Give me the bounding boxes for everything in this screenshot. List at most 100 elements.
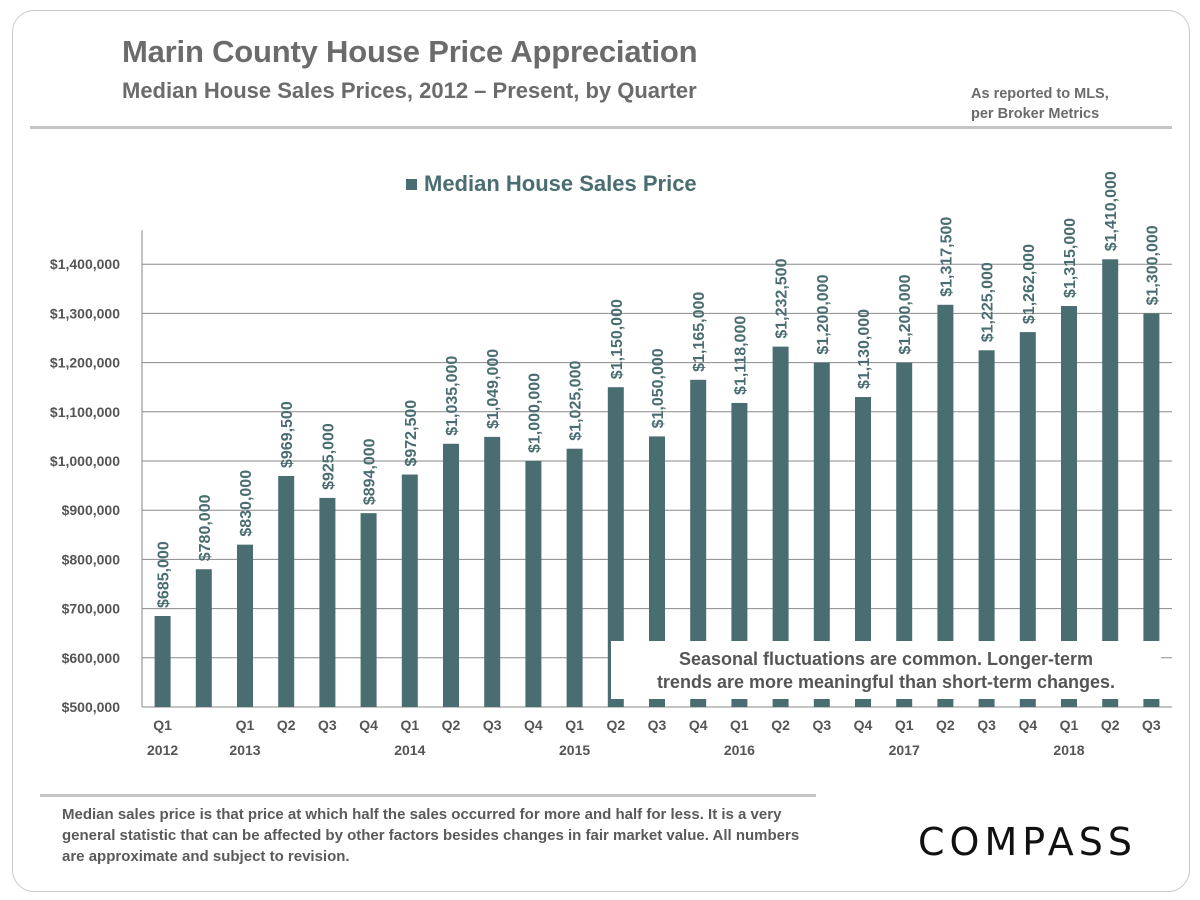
data-label: $1,315,000 — [1062, 218, 1079, 298]
bar — [731, 402, 748, 707]
data-label: $894,000 — [362, 438, 379, 505]
bar — [278, 476, 295, 707]
bar — [607, 387, 624, 707]
y-tick-label: $800,000 — [62, 551, 121, 567]
data-label: $1,317,500 — [938, 217, 955, 297]
y-tick-label: $900,000 — [62, 502, 121, 518]
bar — [1019, 332, 1036, 707]
data-label: $1,410,000 — [1103, 171, 1120, 251]
legend-swatch — [406, 178, 417, 190]
x-tick-label: Q3 — [1142, 717, 1161, 733]
legend-label: Median House Sales Price — [424, 171, 697, 196]
y-tick-label: $1,000,000 — [50, 453, 120, 469]
x-tick-label: Q4 — [524, 717, 543, 733]
x-tick-label: Q2 — [936, 717, 955, 733]
x-tick-label: Q2 — [771, 717, 790, 733]
data-label: $1,262,000 — [1021, 244, 1038, 324]
data-label: $1,025,000 — [568, 361, 585, 441]
x-year-label: 2012 — [147, 742, 178, 758]
annotation-line-1: Seasonal fluctuations are common. Longer… — [678, 649, 1094, 669]
data-label: $1,130,000 — [856, 309, 873, 389]
y-tick-label: $600,000 — [62, 650, 121, 666]
source-note: As reported to MLS, per Broker Metrics — [971, 84, 1109, 124]
x-tick-label: Q2 — [442, 717, 461, 733]
data-label: $780,000 — [197, 494, 214, 561]
x-tick-label: Q1 — [153, 717, 172, 733]
x-tick-label: Q4 — [854, 717, 873, 733]
x-year-label: 2015 — [559, 742, 590, 758]
chart-subtitle: Median House Sales Prices, 2012 – Presen… — [122, 78, 697, 103]
x-tick-label: Q1 — [1060, 717, 1079, 733]
x-tick-label: Q1 — [236, 717, 255, 733]
y-tick-label: $1,200,000 — [50, 355, 120, 371]
source-line-1: As reported to MLS, — [971, 86, 1109, 102]
x-tick-label: Q3 — [483, 717, 502, 733]
x-tick-label: Q3 — [977, 717, 996, 733]
x-tick-label: Q1 — [400, 717, 419, 733]
x-tick-label: Q1 — [895, 717, 914, 733]
footnote: Median sales price is that price at whic… — [62, 806, 800, 865]
data-label: $1,050,000 — [650, 348, 667, 428]
bar — [813, 362, 830, 707]
bar — [690, 379, 707, 707]
data-label: $1,035,000 — [444, 356, 461, 436]
x-tick-label: Q2 — [1101, 717, 1120, 733]
compass-logo: COMPASS — [918, 820, 1137, 864]
bar — [896, 362, 913, 707]
data-label: $1,225,000 — [980, 262, 997, 342]
source-line-2: per Broker Metrics — [971, 106, 1100, 122]
data-label: $1,232,500 — [774, 258, 791, 338]
data-label: $1,200,000 — [815, 274, 832, 354]
data-label: $1,300,000 — [1144, 225, 1161, 305]
bar — [1143, 313, 1160, 707]
bar — [237, 544, 253, 707]
data-label: $925,000 — [320, 423, 337, 490]
x-year-label: 2017 — [889, 742, 920, 758]
bar — [401, 474, 418, 707]
data-label: $830,000 — [238, 470, 255, 537]
data-label: $1,165,000 — [691, 292, 708, 372]
x-tick-label: Q3 — [812, 717, 831, 733]
chart-legend: Median House Sales Price — [406, 171, 697, 197]
data-label: $972,500 — [403, 400, 420, 467]
y-tick-label: $1,300,000 — [50, 305, 120, 321]
x-tick-label: Q2 — [606, 717, 625, 733]
top-divider — [30, 126, 1172, 129]
annotation-callout: Seasonal fluctuations are common. Longer… — [611, 648, 1161, 694]
bar — [1102, 259, 1119, 707]
y-tick-label: $1,400,000 — [50, 256, 120, 272]
bar — [978, 350, 995, 707]
data-label: $1,150,000 — [609, 299, 626, 379]
x-year-label: 2013 — [229, 742, 260, 758]
x-tick-label: Q3 — [318, 717, 337, 733]
data-label: $1,049,000 — [485, 349, 502, 429]
chart-title: Marin County House Price Appreciation — [122, 34, 698, 69]
data-label: $685,000 — [156, 541, 173, 608]
bar — [525, 461, 542, 707]
x-year-label: 2018 — [1053, 742, 1084, 758]
data-label: $969,500 — [279, 401, 296, 468]
x-tick-label: Q1 — [730, 717, 749, 733]
bar — [484, 436, 501, 707]
bar — [649, 436, 665, 707]
bar — [566, 448, 583, 707]
annotation-line-2: trends are more meaningful than short-te… — [656, 672, 1116, 692]
data-label: $1,000,000 — [526, 373, 543, 453]
data-label: $1,118,000 — [732, 316, 749, 395]
bar — [855, 397, 871, 707]
bar — [772, 346, 789, 707]
bar — [154, 615, 171, 707]
bar — [937, 304, 954, 707]
data-label: $1,200,000 — [897, 274, 914, 354]
y-tick-label: $700,000 — [62, 601, 121, 617]
x-tick-label: Q1 — [565, 717, 584, 733]
y-tick-label: $1,100,000 — [50, 404, 120, 420]
x-tick-label: Q2 — [277, 717, 296, 733]
bar — [360, 513, 377, 707]
x-tick-label: Q3 — [648, 717, 667, 733]
bar — [319, 497, 336, 707]
bar — [1061, 306, 1077, 707]
x-tick-label: Q4 — [689, 717, 708, 733]
annotation-backdrop — [611, 641, 1161, 699]
